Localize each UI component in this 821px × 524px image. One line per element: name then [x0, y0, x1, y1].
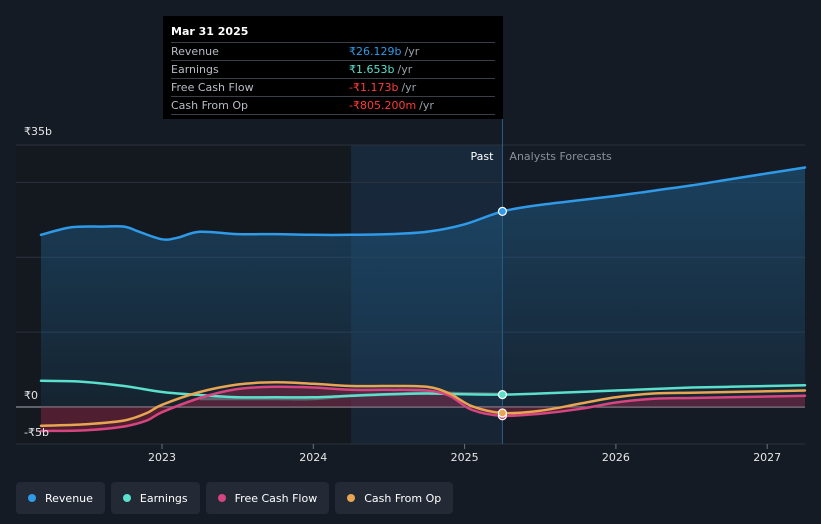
- series-line-free-cash-flow: [39, 385, 807, 433]
- tooltip-value: -₹805.200m/yr: [349, 99, 434, 112]
- x-tick-label: 2023: [148, 451, 176, 464]
- series-dot-revenue: [497, 206, 508, 217]
- series-dot-cash-from-op: [497, 408, 508, 418]
- chart: ₹35b ₹0 -₹5b 2023 2024 2025 2026 2027 Past Anal…: [16, 16, 807, 464]
- tooltip-label: Free Cash Flow: [171, 81, 254, 94]
- past-label: Past: [470, 150, 494, 163]
- x-tick-label: 2027: [753, 451, 781, 464]
- tooltip-label: Earnings: [171, 63, 219, 76]
- tooltip-value: -₹1.173b/yr: [349, 81, 417, 94]
- x-tick-label: 2026: [602, 451, 630, 464]
- tooltip-value: ₹1.653b/yr: [349, 63, 413, 76]
- legend-item-revenue[interactable]: Revenue: [16, 482, 105, 514]
- legend-dot-icon: [347, 494, 356, 502]
- series-line-earnings: [39, 379, 807, 399]
- tooltip-date: Mar 31 2025: [171, 25, 249, 38]
- tooltip-row-earnings: Earnings ₹1.653b/yr: [171, 60, 495, 78]
- legend-label: Cash From Op: [364, 491, 442, 505]
- legend-label: Earnings: [139, 491, 188, 505]
- legend-item-earnings[interactable]: Earnings: [110, 482, 200, 514]
- series-line-cash-from-op: [39, 381, 807, 427]
- legend: Revenue Earnings Free Cash Flow Cash Fro…: [16, 482, 454, 514]
- x-tick-label: 2025: [451, 451, 479, 464]
- tooltip-row-revenue: Revenue ₹26.129b/yr: [171, 42, 495, 60]
- legend-dot-icon: [28, 494, 36, 502]
- tooltip-row-cash-from-op: Cash From Op -₹805.200m/yr: [171, 96, 495, 114]
- tooltip-value: ₹26.129b/yr: [349, 45, 420, 58]
- tooltip-divider: [171, 114, 495, 132]
- series-dot-earnings: [497, 390, 508, 400]
- legend-item-cash-from-op[interactable]: Cash From Op: [335, 482, 454, 514]
- y-tick-label: -₹5b: [24, 426, 49, 439]
- legend-dot-icon: [217, 494, 226, 502]
- y-tick-label: ₹0: [24, 389, 38, 402]
- legend-label: Free Cash Flow: [234, 491, 318, 505]
- legend-item-free-cash-flow[interactable]: Free Cash Flow: [205, 482, 330, 514]
- x-tick-label: 2024: [299, 451, 327, 464]
- forecast-label: Analysts Forecasts: [509, 150, 612, 163]
- y-tick-label: ₹35b: [24, 125, 52, 138]
- tooltip-label: Cash From Op: [171, 99, 249, 112]
- legend-dot-icon: [122, 494, 131, 502]
- tooltip-row-free-cash-flow: Free Cash Flow -₹1.173b/yr: [171, 78, 495, 96]
- tooltip: Mar 31 2025 Revenue ₹26.129b/yr Earnings…: [163, 16, 503, 119]
- legend-label: Revenue: [45, 491, 93, 505]
- series-area-revenue: [41, 167, 805, 407]
- tooltip-label: Revenue: [171, 45, 219, 58]
- series-line-revenue: [39, 166, 807, 241]
